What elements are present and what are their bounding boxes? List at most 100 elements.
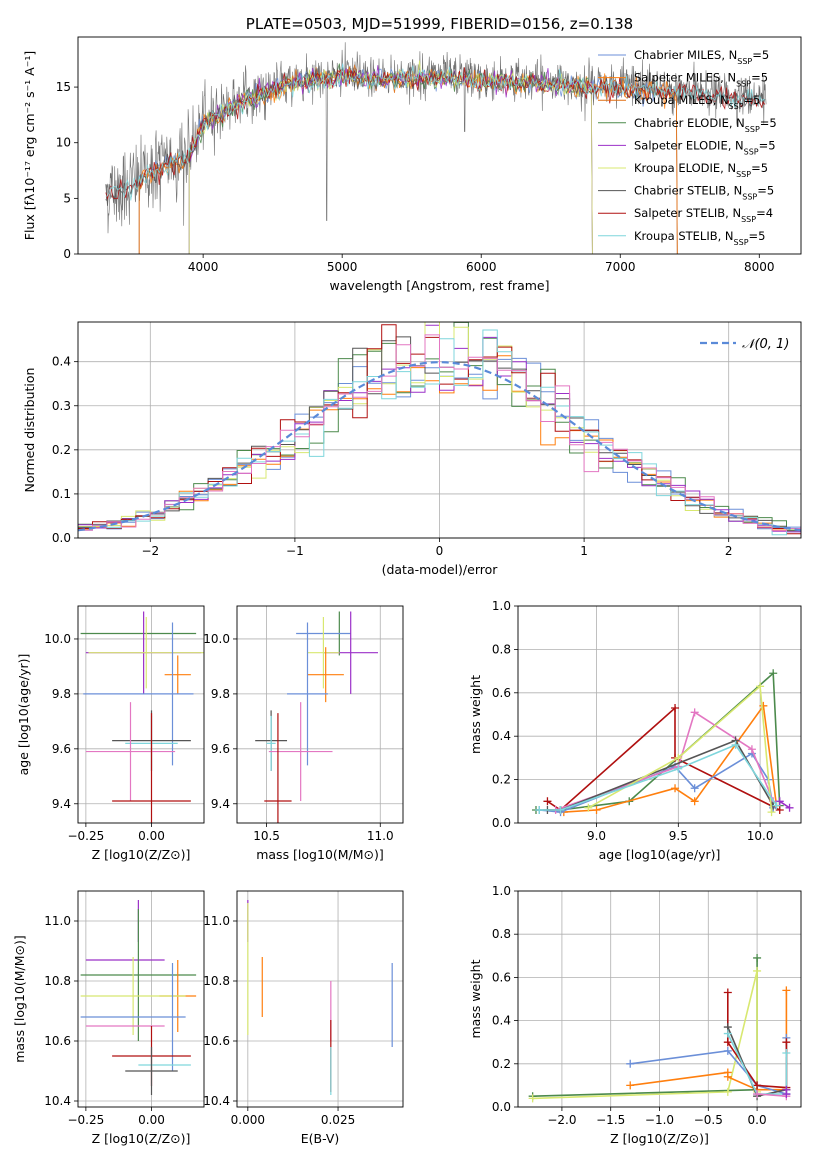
- spectrum-xlabel: wavelength [Angstrom, rest frame]: [329, 278, 549, 293]
- series-line-kroupa-stelib: [539, 743, 778, 811]
- series-marker: [671, 703, 680, 712]
- series-marker: [772, 801, 781, 810]
- legend-label-count: =5: [751, 161, 768, 175]
- series-marker: [556, 805, 565, 814]
- series-line-chabrier-elodie: [532, 958, 758, 1097]
- series-marker: [723, 1038, 732, 1047]
- age-vs-mass-panel: 10.5 11.0 9.4 9.6 9.8 10.0 mass [log10(M/M⊙)]: [203, 605, 404, 862]
- legend-label-main: Chabrier STELIB, N: [634, 184, 742, 198]
- legend-label: Chabrier ELODIE, NSSP=5: [634, 116, 777, 134]
- legend-label-sub: SSP: [745, 124, 760, 133]
- y-tick-label: 15: [56, 80, 71, 94]
- y-tick-label: 10.6: [203, 1034, 230, 1048]
- mass-vs-EBV-frame: [236, 890, 404, 1108]
- legend-label: Salpeter STELIB, NSSP=4: [634, 206, 773, 224]
- y-tick-label: 0.4: [52, 355, 71, 369]
- series-marker: [775, 797, 784, 806]
- weight-vs-age-xlabel: age [log10(age/yr)]: [599, 847, 721, 862]
- x-tick-label: 9.5: [669, 829, 688, 843]
- series-marker: [782, 986, 791, 995]
- mass-vs-Z-xlabel: Z [log10(Z/Z⊙)]: [92, 1131, 191, 1146]
- legend-label: Salpeter MILES, NSSP=5: [634, 71, 768, 89]
- series-marker: [723, 1087, 732, 1096]
- mass-vs-Z-ylabel: mass [log10(M/M⊙)]: [12, 935, 27, 1063]
- y-tick-label: 9.4: [211, 797, 230, 811]
- legend-label-count: =4: [756, 206, 773, 220]
- series-line-kroupa-stelib: [727, 1033, 788, 1095]
- legend-label-sub: SSP: [736, 170, 751, 179]
- y-tick-label: 9.6: [52, 742, 71, 756]
- x-tick-label: 0.025: [321, 1113, 355, 1127]
- legend-label: Chabrier STELIB, NSSP=5: [634, 184, 774, 202]
- series-line-kroupa-elodie: [587, 684, 773, 813]
- mass-vs-EBV-xlabel: E(B-V): [301, 1131, 340, 1146]
- residuals-legend: 𝒩(0, 1): [700, 337, 789, 352]
- series-marker: [674, 753, 683, 762]
- age-vs-Z-frame: [77, 605, 205, 824]
- x-tick-label: 6000: [466, 260, 497, 274]
- y-tick-label: 0.8: [492, 642, 511, 656]
- y-tick-label: 0: [63, 247, 71, 261]
- y-tick-label: 10.0: [44, 632, 71, 646]
- x-tick-label: 10.0: [747, 829, 774, 843]
- x-tick-label: −2: [141, 544, 159, 558]
- y-tick-label: 0.2: [52, 443, 71, 457]
- legend-label: Kroupa ELODIE, NSSP=5: [634, 161, 768, 179]
- y-tick-label: 9.4: [52, 797, 71, 811]
- x-tick-label: 2: [725, 544, 733, 558]
- series-marker: [626, 1081, 635, 1090]
- y-tick-label: 9.6: [211, 742, 230, 756]
- legend-label: Kroupa STELIB, NSSP=5: [634, 229, 765, 247]
- series-marker: [674, 764, 683, 773]
- series-marker: [723, 988, 732, 997]
- y-tick-label: 0.0: [492, 816, 511, 830]
- y-tick-label: 10.4: [203, 1094, 230, 1108]
- series-marker: [528, 1094, 537, 1103]
- age-vs-Z-xlabel: Z [log10(Z/Z⊙)]: [92, 847, 191, 862]
- y-tick-label: 0.2: [492, 1057, 511, 1071]
- legend-label-main: Salpeter STELIB, N: [634, 206, 741, 220]
- series-marker: [782, 1049, 791, 1057]
- weight-vs-Z-ylabel: mass weight: [468, 959, 483, 1038]
- weight-vs-age-ylabel: mass weight: [468, 675, 483, 754]
- series-marker: [723, 1072, 732, 1081]
- x-tick-label: −2.0: [547, 1113, 576, 1127]
- y-tick-label: 5: [63, 191, 71, 205]
- age-vs-Z-plot-area: [80, 611, 204, 823]
- x-tick-label: 0.000: [231, 1113, 265, 1127]
- residuals-panel: −2 −1 0 1 2 0.0 0.1 0.2 0.3 0.4 (data-model)/error…: [22, 321, 802, 577]
- y-tick-label: 0.3: [52, 399, 71, 413]
- legend-label-main: Kroupa STELIB, N: [634, 229, 734, 243]
- age-vs-Z-ylabel: age [log10(age/yr)]: [16, 654, 31, 776]
- legend-label: Salpeter ELODIE, NSSP=5: [634, 138, 776, 156]
- residuals-xlabel: (data-model)/error: [382, 562, 499, 577]
- series-marker: [782, 1090, 791, 1099]
- series-marker: [753, 966, 762, 975]
- x-tick-label: 0: [436, 544, 444, 558]
- series-marker: [723, 1029, 732, 1038]
- series-marker: [690, 784, 699, 793]
- weight-vs-age-frame: [517, 605, 802, 824]
- y-tick-label: 10: [56, 136, 71, 150]
- chart-title: PLATE=0503, MJD=51999, FIBERID=0156, z=0…: [246, 15, 633, 33]
- series-line-salpeter-miles: [563, 703, 778, 813]
- legend-label-main: Chabrier ELODIE, N: [634, 116, 745, 130]
- x-tick-label: −0.25: [67, 829, 104, 843]
- series-line-salpeter-elodie: [779, 800, 790, 809]
- series-line-kroupa-elodie: [532, 970, 758, 1100]
- model-spectrum-kroupa-stelib: [105, 63, 766, 201]
- mass-vs-EBV-plot-area: [247, 900, 393, 1095]
- weight-vs-age-panel: 9.0 9.5 10.0 0.0 0.2 0.4 0.6 0.8 1.0 age [log10(a…: [468, 599, 802, 862]
- residuals-plot-area: [78, 322, 801, 538]
- legend-label: Chabrier MILES, NSSP=5: [634, 48, 769, 66]
- legend-label-main: Kroupa MILES, N: [634, 93, 729, 107]
- x-tick-label: 5000: [327, 260, 358, 274]
- legend-label-count: =5: [759, 138, 776, 152]
- weight-vs-age-plot-area: [531, 669, 794, 817]
- series-marker: [753, 1090, 762, 1099]
- legend-label-sub: SSP: [729, 102, 744, 111]
- series-marker: [759, 701, 768, 710]
- y-tick-label: 0.4: [492, 729, 511, 743]
- x-tick-label: 4000: [188, 260, 219, 274]
